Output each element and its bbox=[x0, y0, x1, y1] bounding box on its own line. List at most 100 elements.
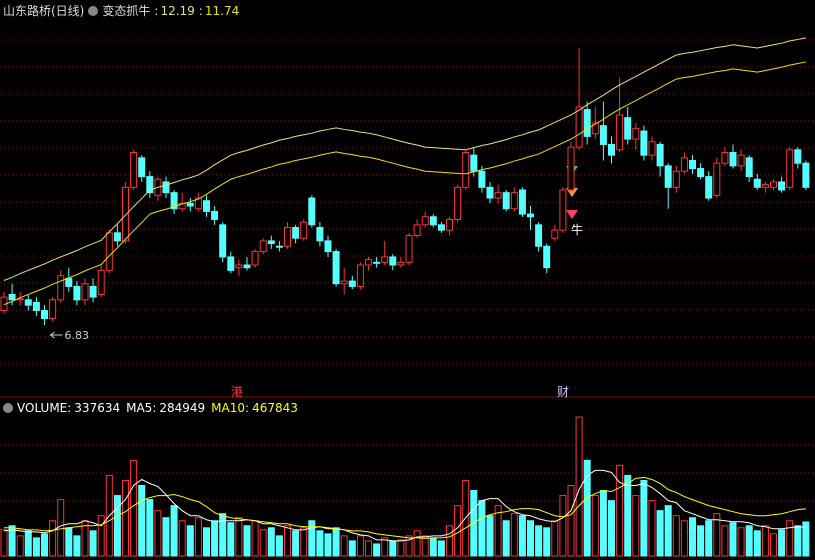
candle-body bbox=[267, 240, 275, 245]
volume-bar bbox=[689, 517, 696, 557]
volume-bar bbox=[421, 535, 429, 557]
volume-bar bbox=[729, 522, 737, 557]
candle-body bbox=[138, 157, 146, 178]
candle-body bbox=[494, 192, 502, 199]
volume-bar bbox=[437, 540, 445, 557]
volume-bar bbox=[308, 520, 316, 557]
candle-body bbox=[632, 127, 640, 140]
ma-line bbox=[3, 469, 806, 542]
candle-body bbox=[656, 143, 664, 167]
candle-body bbox=[308, 197, 316, 226]
volume-bar bbox=[16, 535, 24, 557]
volume-bar bbox=[162, 517, 170, 557]
candle-body bbox=[292, 226, 300, 239]
volume-bar bbox=[737, 527, 745, 557]
candle-body bbox=[510, 192, 518, 210]
volume-bar bbox=[510, 513, 518, 557]
volume-bar bbox=[219, 513, 227, 557]
candle-body bbox=[446, 218, 453, 231]
legend-entry: VOLUME337634 bbox=[17, 401, 120, 415]
indicator-value: 11.74 bbox=[199, 4, 239, 18]
candle-body bbox=[429, 216, 437, 226]
indicator-value: 12.19 bbox=[154, 4, 194, 18]
candle-body bbox=[778, 181, 786, 191]
candle-body bbox=[705, 176, 713, 199]
volume-bar bbox=[211, 520, 219, 557]
volume-bar bbox=[49, 520, 57, 557]
candle-body bbox=[146, 176, 154, 194]
volume-bar bbox=[324, 533, 332, 557]
volume-bar bbox=[284, 525, 291, 557]
menu-icon[interactable] bbox=[3, 403, 13, 413]
candle-body bbox=[535, 224, 543, 247]
candle-body bbox=[211, 210, 219, 220]
volume-bar bbox=[786, 520, 794, 557]
volume-bar bbox=[543, 527, 551, 557]
candle-body bbox=[616, 114, 624, 151]
volume-bar bbox=[608, 500, 615, 557]
candle-body bbox=[162, 181, 170, 194]
candle-body bbox=[786, 149, 794, 188]
volume-bar bbox=[65, 527, 73, 557]
candle-body bbox=[235, 264, 243, 269]
annotation-arrow bbox=[49, 331, 55, 339]
candle-body bbox=[648, 141, 656, 156]
volume-bar bbox=[705, 520, 713, 557]
volume-bar bbox=[130, 459, 138, 557]
candle-body bbox=[259, 240, 267, 253]
volume-bar bbox=[97, 515, 105, 557]
volume-bar bbox=[154, 510, 162, 557]
volume-bar bbox=[292, 530, 300, 557]
volume-bar bbox=[575, 416, 583, 557]
candle-body bbox=[761, 184, 769, 188]
volume-header: VOLUME337634 MA5284949 MA10467843 bbox=[3, 401, 298, 415]
volume-bar bbox=[389, 540, 397, 557]
candle-body bbox=[89, 285, 97, 298]
candle-body bbox=[24, 299, 32, 306]
volume-bar bbox=[761, 525, 769, 557]
volume-bar bbox=[527, 520, 534, 557]
candle-body bbox=[583, 109, 591, 137]
volume-bar bbox=[186, 525, 194, 557]
volume-bar bbox=[275, 535, 283, 557]
candle-body bbox=[470, 154, 478, 172]
candle-body bbox=[591, 122, 599, 135]
candle-body bbox=[559, 189, 567, 231]
candle-body bbox=[697, 168, 705, 178]
volume-bar bbox=[640, 479, 648, 557]
volume-bar bbox=[259, 529, 267, 557]
volume-bar bbox=[0, 529, 8, 557]
candle-body bbox=[421, 216, 429, 226]
volume-bar bbox=[300, 527, 308, 557]
volume-bar bbox=[583, 459, 591, 557]
volume-bar bbox=[316, 530, 324, 557]
volume-bar bbox=[267, 527, 275, 557]
candle-body bbox=[65, 277, 73, 287]
volume-bar bbox=[721, 525, 729, 557]
volume-bar bbox=[745, 525, 753, 557]
menu-icon[interactable] bbox=[88, 5, 99, 16]
candle-body bbox=[486, 186, 494, 199]
volume-bar bbox=[397, 539, 405, 557]
volume-bar bbox=[332, 527, 340, 557]
volume-bar bbox=[32, 537, 40, 557]
candle-body bbox=[324, 240, 332, 253]
volume-bar bbox=[373, 543, 381, 557]
candle-body bbox=[219, 224, 227, 258]
volume-bar bbox=[648, 500, 656, 557]
candle-body bbox=[105, 232, 113, 271]
candle-body bbox=[664, 165, 672, 188]
candle-body bbox=[316, 226, 324, 242]
candle-body bbox=[640, 130, 648, 156]
volume-bar bbox=[535, 525, 543, 557]
candle-body bbox=[794, 149, 802, 164]
volume-bar bbox=[486, 515, 494, 557]
volume-bar bbox=[57, 499, 65, 557]
volume-bar bbox=[794, 525, 802, 557]
volume-bar bbox=[518, 515, 526, 557]
volume-bar bbox=[146, 499, 154, 557]
volume-bar bbox=[664, 505, 672, 557]
signal-icon bbox=[566, 210, 578, 219]
candle-body bbox=[170, 192, 178, 210]
candle-body bbox=[122, 186, 129, 242]
